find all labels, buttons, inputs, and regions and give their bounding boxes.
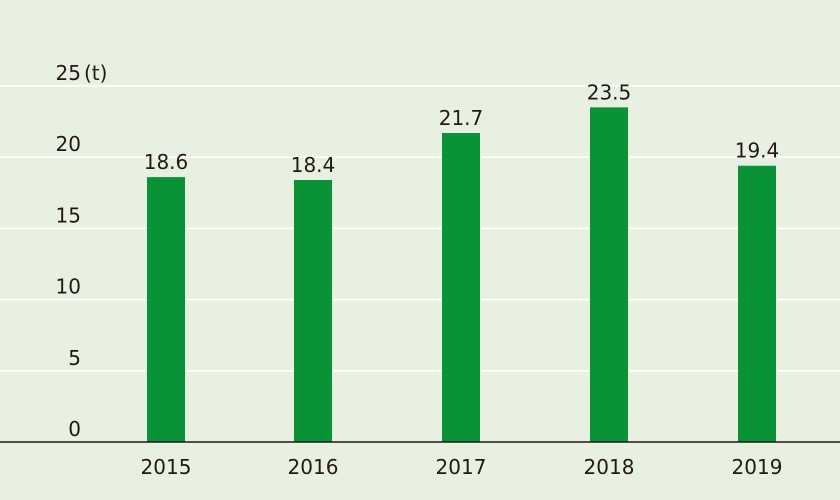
value-label-2019: 19.4 [735,139,780,163]
y-tick-label: 10 [56,275,81,299]
value-label-2018: 23.5 [587,80,632,104]
bar-2016 [294,179,332,442]
bar-2019 [738,165,776,442]
bar-2015 [147,177,185,443]
value-label-2015: 18.6 [144,150,189,174]
y-tick-label: 20 [56,132,81,156]
category-label-2019: 2019 [732,455,783,479]
y-tick-label: 25 [56,61,81,85]
category-label-2016: 2016 [288,455,339,479]
bar-2017 [442,132,480,442]
y-axis-ticks: 0 5 10 15 20 25 [56,61,81,441]
y-tick-label: 5 [68,346,81,370]
bars [147,107,776,443]
grid-lines [0,85,840,372]
value-label-2016: 18.4 [291,153,336,177]
category-label-2018: 2018 [584,455,635,479]
category-label-2015: 2015 [141,455,192,479]
value-label-2017: 21.7 [439,106,484,130]
value-labels: 18.6 18.4 21.7 23.5 19.4 [144,80,780,177]
bar-2018 [590,107,628,443]
y-tick-label: 0 [68,417,81,441]
y-tick-label: 15 [56,203,81,227]
x-axis-categories: 2015 2016 2017 2018 2019 [141,455,783,479]
y-axis-unit: (t) [84,61,107,85]
category-label-2017: 2017 [436,455,487,479]
